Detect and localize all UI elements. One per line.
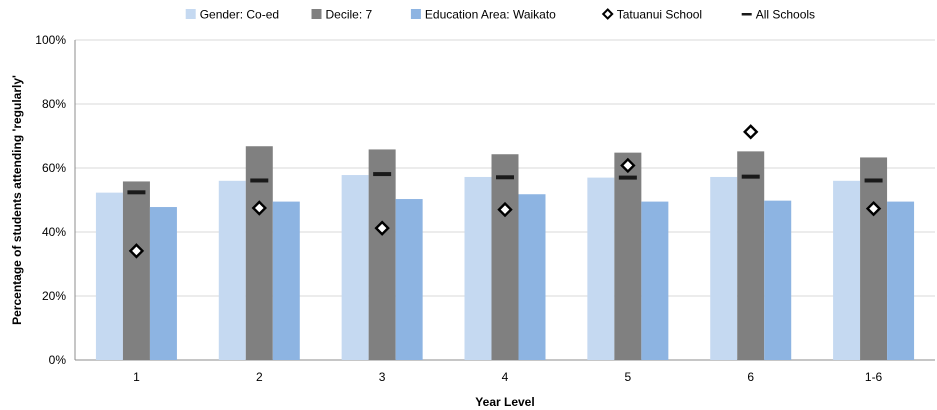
- school-marker: [497, 201, 513, 218]
- bar: [710, 176, 738, 360]
- bar: [272, 201, 300, 360]
- legend-label: Tatuanui School: [617, 8, 702, 22]
- x-tick-label: 1-6: [865, 370, 883, 384]
- legend-label: Education Area: Waikato: [425, 8, 556, 22]
- bars: [95, 146, 915, 360]
- bar: [833, 180, 861, 360]
- y-tick-label: 100%: [35, 33, 66, 47]
- x-tick-label: 3: [379, 370, 386, 384]
- legend-item: Tatuanui School: [601, 8, 702, 22]
- school-marker: [128, 243, 145, 259]
- legend-item: Gender: Co-ed: [185, 8, 279, 22]
- bar: [341, 175, 369, 360]
- legend-swatch: [741, 13, 752, 16]
- x-tick-label: 6: [747, 370, 754, 384]
- school-marker: [251, 200, 267, 216]
- all-schools-marker: [127, 190, 146, 195]
- school-marker: [865, 200, 882, 217]
- bar: [887, 201, 915, 360]
- all-schools-marker: [864, 178, 883, 183]
- school-marker: [620, 157, 636, 174]
- legend: Gender: Co-ed Decile: 7 Education Area: Wa…: [185, 8, 815, 22]
- y-axis-title: Percentage of students attending 'regula…: [10, 75, 24, 325]
- bar: [587, 177, 615, 360]
- bar: [491, 154, 519, 360]
- legend-swatch: [601, 8, 614, 20]
- all-schools-marker: [373, 172, 392, 177]
- legend-item: All Schools: [741, 8, 815, 22]
- bar: [464, 176, 492, 360]
- legend-label: Decile: 7: [326, 8, 373, 22]
- bar: [518, 194, 546, 360]
- legend-swatch: [410, 9, 421, 19]
- y-tick-label: 20%: [42, 289, 66, 303]
- all-schools-marker: [618, 175, 637, 180]
- bar: [245, 146, 273, 360]
- x-axis-ticks: 1 2 3 4 5 6 1-6: [133, 370, 882, 384]
- x-tick-label: 4: [502, 370, 509, 384]
- y-tick-label: 60%: [42, 161, 66, 175]
- y-tick-label: 40%: [42, 225, 66, 239]
- y-axis-ticks: 0% 20% 40% 60% 80% 100%: [35, 33, 66, 367]
- bar: [737, 151, 765, 360]
- x-tick-label: 2: [256, 370, 263, 384]
- x-tick-label: 1: [133, 370, 140, 384]
- bar: [122, 181, 150, 360]
- all-schools-marker: [496, 175, 514, 180]
- school-marker: [374, 220, 390, 236]
- legend-swatch: [185, 9, 196, 19]
- bar: [764, 200, 792, 360]
- bar: [614, 152, 642, 360]
- bar: [368, 149, 396, 360]
- bar: [641, 201, 669, 360]
- markers: [127, 124, 883, 259]
- bar: [395, 199, 423, 360]
- school-marker: [743, 124, 759, 140]
- x-tick-label: 5: [625, 370, 632, 384]
- bar: [149, 207, 177, 360]
- all-schools-marker: [250, 178, 269, 183]
- y-tick-label: 0%: [49, 353, 67, 367]
- y-tick-label: 80%: [42, 97, 66, 111]
- bar: [218, 180, 246, 360]
- bar: [95, 192, 123, 360]
- x-axis-title: Year Level: [475, 395, 534, 409]
- legend-item: Education Area: Waikato: [410, 8, 556, 22]
- legend-label: All Schools: [756, 8, 815, 22]
- legend-item: Decile: 7: [311, 8, 373, 22]
- all-schools-marker: [741, 174, 760, 179]
- legend-label: Gender: Co-ed: [200, 8, 279, 22]
- legend-swatch: [311, 9, 322, 19]
- bar: [860, 157, 888, 360]
